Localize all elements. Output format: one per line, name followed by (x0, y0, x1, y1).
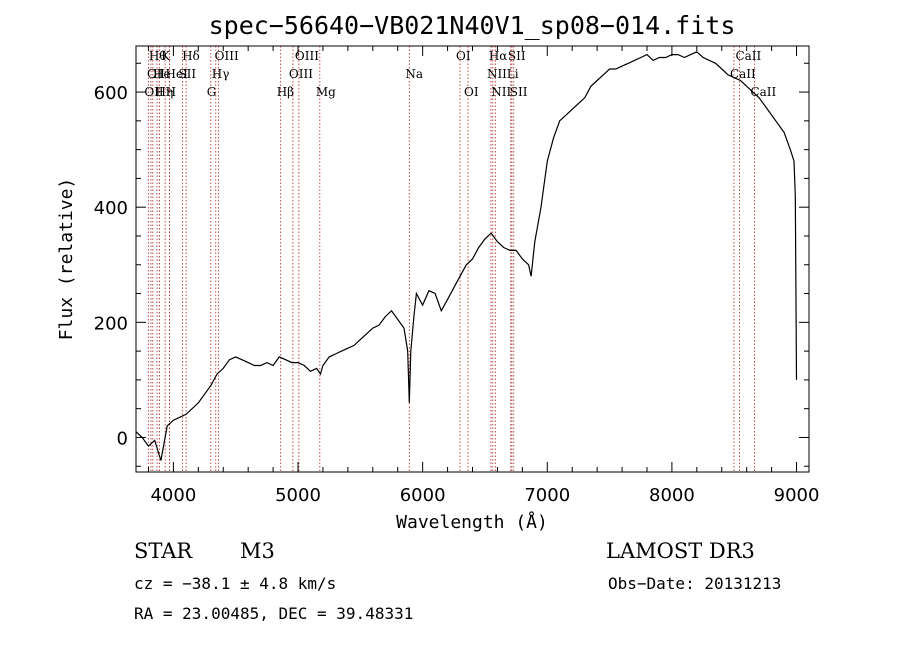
line-label: Hβ (277, 85, 294, 99)
line-label: HeI (166, 67, 189, 81)
x-tick-label: 8000 (649, 485, 695, 506)
line-label: OⅡ (147, 67, 165, 81)
flux-series-line (135, 51, 798, 461)
line-label: K (161, 49, 171, 63)
line-label: NII (491, 85, 511, 99)
object-subclass: M3 (240, 539, 275, 563)
line-label: OI (456, 49, 471, 63)
y-tick-label: 400 (94, 198, 128, 219)
y-axis: 0 200 400 600 (94, 62, 809, 467)
line-label: Li (507, 67, 519, 81)
y-tick-label: 0 (117, 428, 128, 449)
x-axis: 4000 5000 6000 7000 8000 9000 (147, 46, 820, 506)
line-label: Hα (489, 49, 508, 63)
x-tick-label: 9000 (774, 485, 820, 506)
y-tick-label: 200 (94, 313, 128, 334)
y-axis-label: Flux (relative) (56, 178, 77, 341)
chart-title: spec−56640−VB021N40V1_sp08−014.fits (209, 11, 736, 40)
line-label: SII (510, 85, 528, 99)
redshift-text: cz = −38.1 ± 4.8 km/s (134, 574, 337, 593)
line-label: OIII (215, 49, 239, 63)
line-label: He (153, 67, 171, 81)
line-label: H (166, 85, 176, 99)
x-tick-label: 4000 (150, 485, 196, 506)
line-label: Hδ (182, 49, 200, 63)
line-label: SII (178, 67, 196, 81)
line-label: OIII (295, 49, 319, 63)
line-label: OIII (289, 67, 313, 81)
line-label: CaII (750, 85, 776, 99)
object-class: STAR (134, 539, 193, 563)
line-label: Hθ (149, 49, 167, 63)
line-label: Hη (156, 85, 174, 99)
obs-date-text: Obs−Date: 20131213 (608, 574, 782, 593)
x-tick-label: 7000 (524, 485, 570, 506)
x-tick-label: 5000 (275, 485, 321, 506)
line-label: NII (487, 67, 507, 81)
line-labels: OIIOⅡHθHeHηKHeIHSIIHδGHγOIIIHβOIIIOIIIMg… (144, 49, 776, 99)
coordinates-text: RA = 23.00485, DEC = 39.48331 (134, 604, 414, 623)
y-tick-label: 600 (94, 83, 128, 104)
line-label: CaII (735, 49, 761, 63)
emission-lines (147, 46, 755, 472)
x-tick-label: 6000 (400, 485, 446, 506)
line-label: SII (508, 49, 526, 63)
line-label: OII (144, 85, 164, 99)
line-label: Na (405, 67, 423, 81)
line-label: Mg (316, 85, 336, 99)
line-label: OI (464, 85, 479, 99)
survey-name: LAMOST DR3 (606, 539, 755, 563)
x-axis-label: Wavelength (Å) (396, 511, 548, 533)
line-label: CaII (730, 67, 756, 81)
line-label: Hγ (212, 67, 230, 81)
line-label: G (207, 85, 217, 99)
